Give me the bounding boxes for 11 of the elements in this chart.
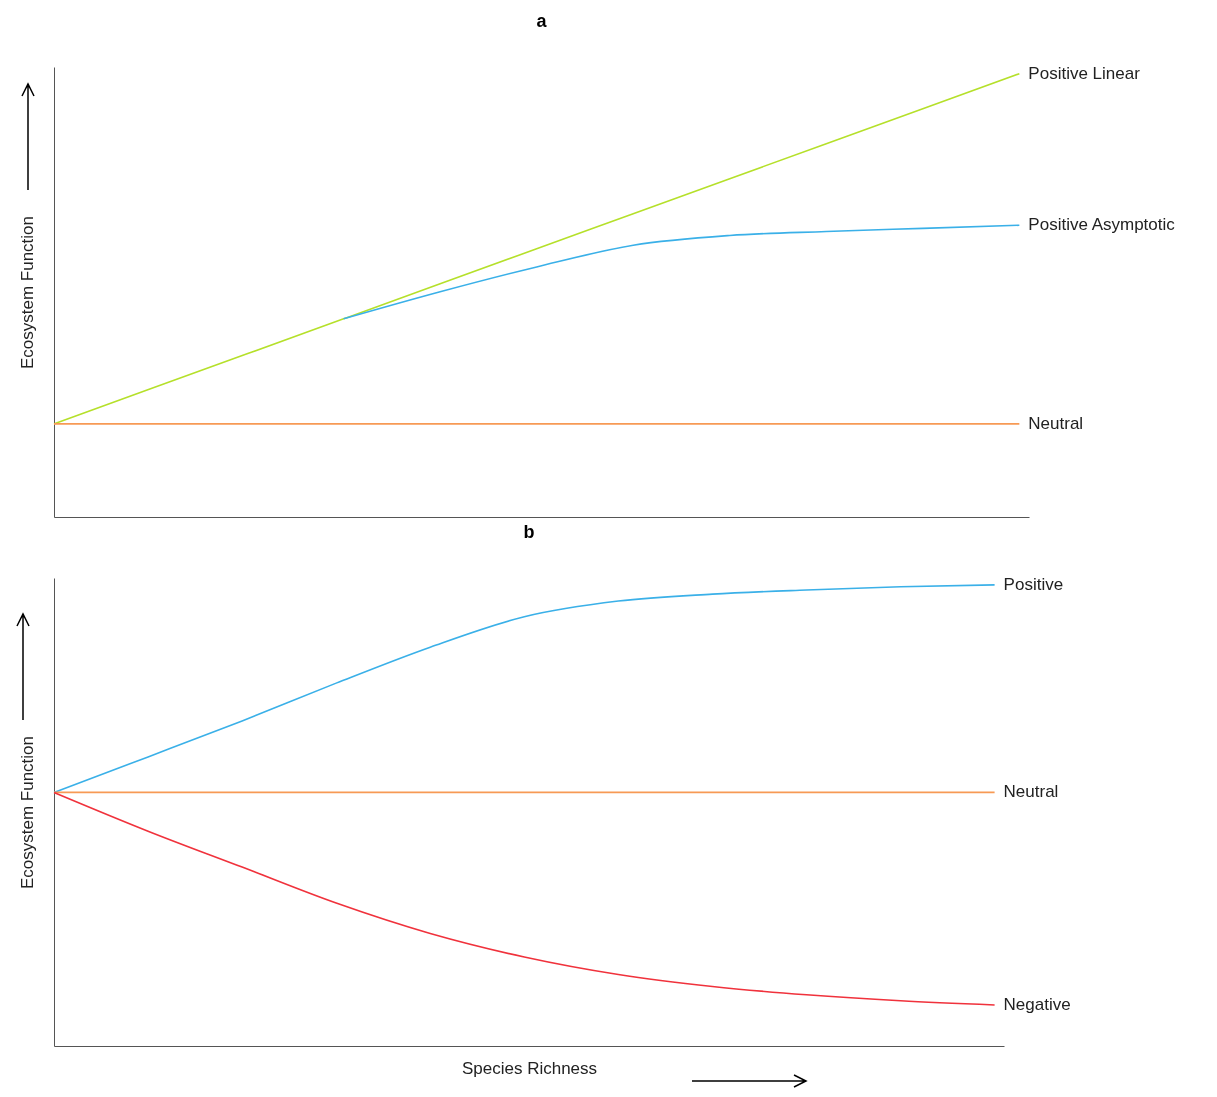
series-label: Neutral	[1028, 413, 1084, 433]
series-label: Neutral	[1003, 782, 1059, 802]
y-axis-title: Ecosystem Function	[17, 215, 37, 370]
y-axis-title: Ecosystem Function	[17, 735, 37, 890]
chart-title: a	[536, 10, 548, 31]
series-label: Negative	[1003, 994, 1071, 1014]
series-label: Positive Asymptotic	[1028, 215, 1176, 235]
series-label: Positive	[1003, 574, 1064, 594]
x-axis-title: Species Richness	[461, 1058, 598, 1078]
series-label: Positive Linear	[1028, 63, 1141, 83]
chart-title: b	[523, 521, 535, 542]
